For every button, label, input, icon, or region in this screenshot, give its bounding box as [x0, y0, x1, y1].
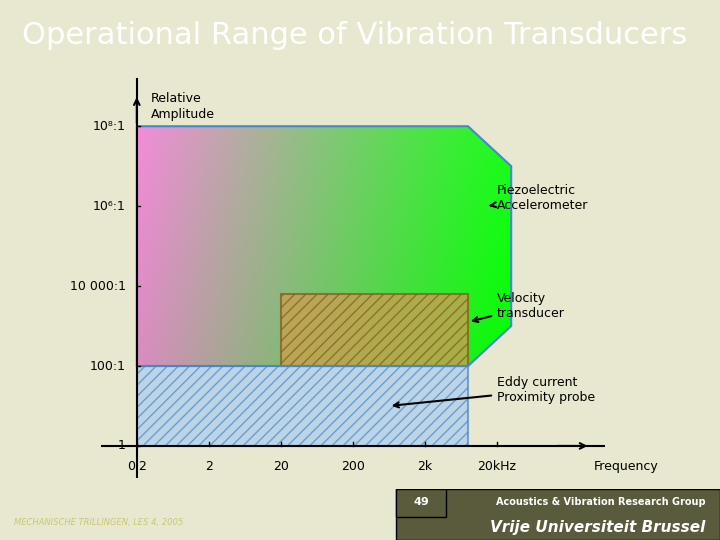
Text: Amplitude: Amplitude	[151, 108, 215, 121]
Text: Acoustics & Vibration Research Group: Acoustics & Vibration Research Group	[496, 496, 706, 507]
Text: Operational Range of Vibration Transducers: Operational Range of Vibration Transduce…	[22, 21, 687, 50]
Bar	[281, 294, 468, 366]
FancyBboxPatch shape	[396, 489, 720, 540]
Text: Piezoelectric
Accelerometer: Piezoelectric Accelerometer	[490, 184, 588, 212]
Text: Relative: Relative	[151, 92, 202, 105]
Text: Vrije Universiteit Brussel: Vrije Universiteit Brussel	[490, 519, 706, 535]
Bar	[137, 366, 468, 446]
Text: 20kHz: 20kHz	[477, 460, 516, 474]
Text: Frequency: Frequency	[594, 460, 659, 474]
Text: 2k: 2k	[417, 460, 433, 474]
Text: Velocity
transducer: Velocity transducer	[473, 292, 564, 322]
Text: 100:1: 100:1	[90, 360, 126, 373]
Text: 10⁶:1: 10⁶:1	[93, 200, 126, 213]
Text: 2: 2	[205, 460, 212, 474]
Text: 1: 1	[118, 440, 126, 453]
Text: 49: 49	[413, 496, 429, 507]
Text: 0.2: 0.2	[127, 460, 147, 474]
Text: MECHANISCHE TRILLINGEN, LES 4, 2005: MECHANISCHE TRILLINGEN, LES 4, 2005	[14, 517, 184, 526]
Text: 10 000:1: 10 000:1	[70, 280, 126, 293]
FancyBboxPatch shape	[396, 489, 446, 517]
Text: Eddy current
Proximity probe: Eddy current Proximity probe	[394, 376, 595, 408]
Text: 10⁸:1: 10⁸:1	[93, 120, 126, 133]
Text: 20: 20	[273, 460, 289, 474]
Text: 200: 200	[341, 460, 365, 474]
